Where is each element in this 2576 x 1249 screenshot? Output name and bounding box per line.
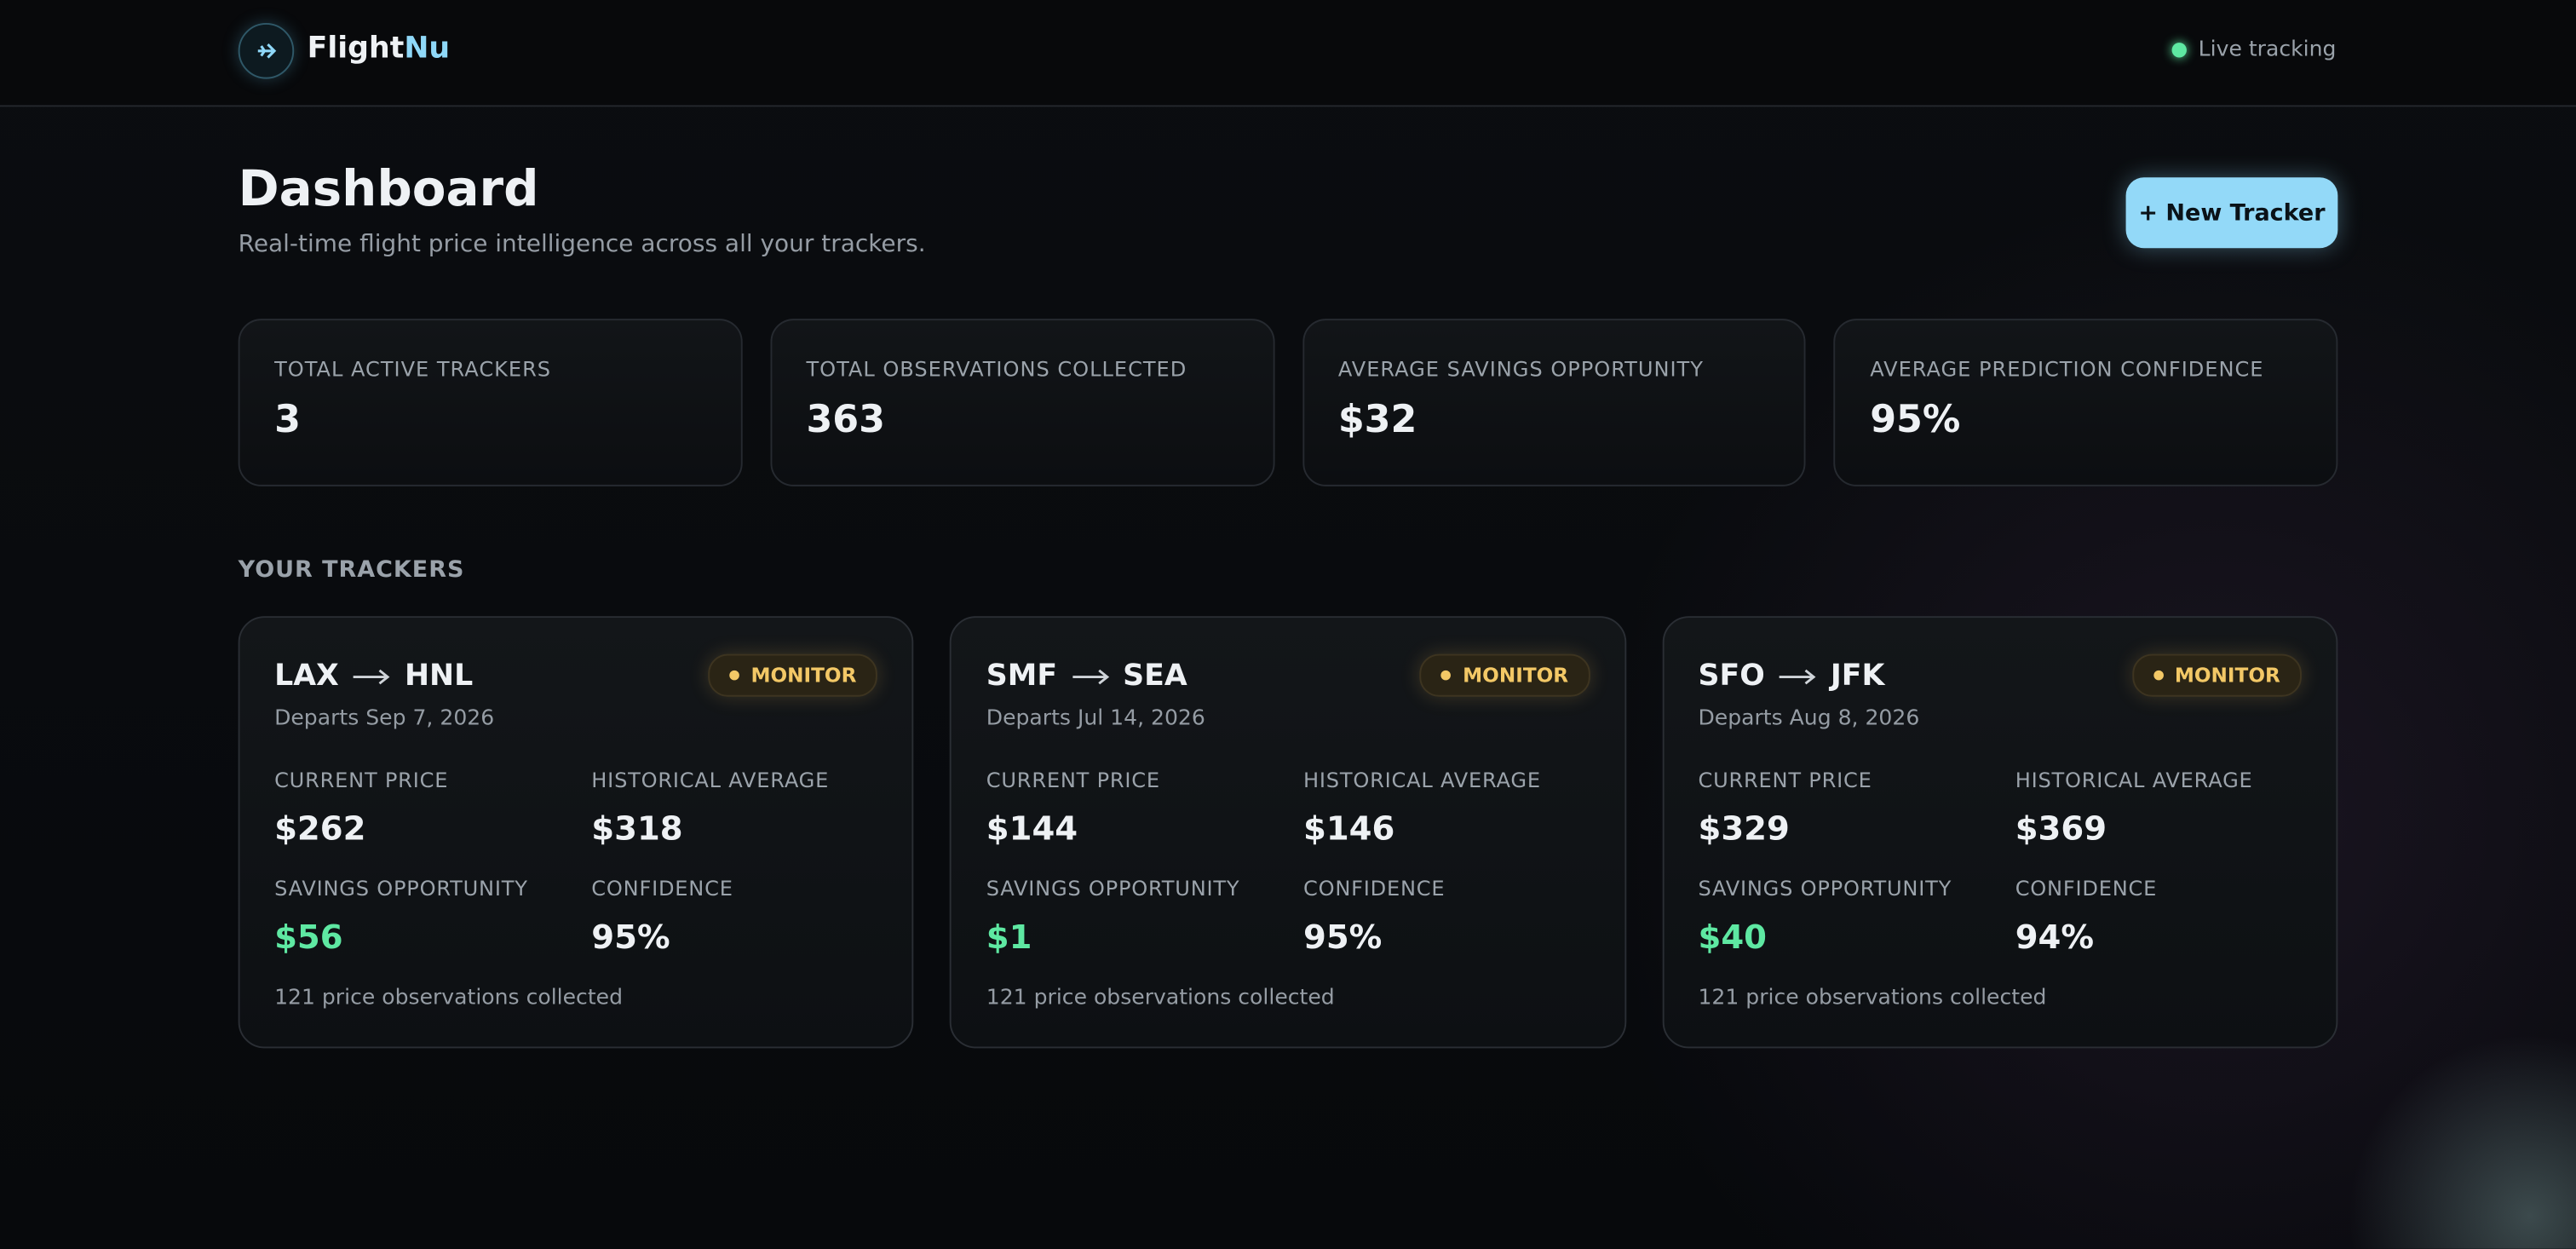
stat-card: TOTAL OBSERVATIONS COLLECTED 363 <box>770 319 1274 486</box>
metric-label: SAVINGS OPPORTUNITY <box>274 875 528 901</box>
stat-value: 95% <box>1870 399 1961 442</box>
destination: SEA <box>1123 659 1187 694</box>
page-subtitle: Real-time flight price intelligence acro… <box>238 231 926 258</box>
status-badge: MONITOR <box>708 653 878 697</box>
departure-date: Departs Aug 8, 2026 <box>1698 706 1920 732</box>
origin: LAX <box>274 659 339 694</box>
route-arrow <box>354 668 391 684</box>
stat-card: TOTAL ACTIVE TRACKERS 3 <box>238 319 743 486</box>
metric-value: $329 <box>1698 808 1790 849</box>
metric: CURRENT PRICE $144 <box>986 768 1298 849</box>
metric-value: $369 <box>2015 808 2107 849</box>
tracker-card[interactable]: SFO JFK MONITOR Departs Aug 8, 2026 CURRENT … <box>1662 616 2338 1049</box>
metric-label: CONFIDENCE <box>591 875 733 901</box>
route: SFO JFK <box>1698 659 1884 693</box>
observations-note: 121 price observations collected <box>274 986 624 1011</box>
origin: SMF <box>986 659 1058 694</box>
section-title: YOUR TRACKERS <box>238 556 465 584</box>
stat-label: AVERAGE SAVINGS OPPORTUNITY <box>1337 356 1704 382</box>
stat-value: 363 <box>806 399 886 442</box>
badge-text: MONITOR <box>2174 664 2280 688</box>
destination: HNL <box>404 659 474 694</box>
metric-label: CONFIDENCE <box>1302 875 1446 901</box>
metric: SAVINGS OPPORTUNITY $56 <box>274 876 586 957</box>
brand[interactable]: FlightNu <box>308 32 450 66</box>
metric-value: $262 <box>274 808 366 849</box>
metric-value: $1 <box>986 917 1032 957</box>
status-badge: MONITOR <box>1420 653 1590 697</box>
metric: CONFIDENCE 95% <box>591 876 903 957</box>
metric-value: 95% <box>591 917 670 957</box>
stat-card: AVERAGE PREDICTION CONFIDENCE 95% <box>1833 319 2338 486</box>
logo-icon <box>257 43 277 59</box>
badge-text: MONITOR <box>750 664 857 688</box>
stat-label: TOTAL OBSERVATIONS COLLECTED <box>806 356 1187 382</box>
metric: CONFIDENCE 94% <box>2015 876 2327 957</box>
metric-label: HISTORICAL AVERAGE <box>1302 767 1541 792</box>
metric: SAVINGS OPPORTUNITY $40 <box>1698 876 2010 957</box>
metric: CURRENT PRICE $262 <box>274 768 586 849</box>
status-text: Live tracking <box>2198 37 2337 63</box>
route-arrow <box>1780 668 1816 684</box>
metric-value: $40 <box>1698 917 1767 957</box>
stat-card: AVERAGE SAVINGS OPPORTUNITY $32 <box>1302 319 1806 486</box>
observations-note: 121 price observations collected <box>986 986 1335 1011</box>
status-badge: MONITOR <box>2131 653 2302 697</box>
tracker-list: LAX HNL MONITOR Departs Sep 7, 2026 CURRENT … <box>238 616 2338 1049</box>
status-dot <box>2171 43 2188 58</box>
origin: SFO <box>1698 659 1765 694</box>
metric-label: HISTORICAL AVERAGE <box>2015 767 2253 792</box>
metric: SAVINGS OPPORTUNITY $1 <box>986 876 1298 957</box>
metric-value: 95% <box>1302 917 1383 957</box>
metric: HISTORICAL AVERAGE $369 <box>2015 768 2327 849</box>
metric-label: CURRENT PRICE <box>1698 767 1872 792</box>
badge-text: MONITOR <box>1463 664 1569 688</box>
stat-label: TOTAL ACTIVE TRACKERS <box>274 356 552 382</box>
metric-value: $56 <box>274 917 343 957</box>
metric-value: $144 <box>986 808 1078 849</box>
logo <box>238 22 295 79</box>
metric: HISTORICAL AVERAGE $318 <box>591 768 903 849</box>
observations-note: 121 price observations collected <box>1698 986 2047 1011</box>
metric: HISTORICAL AVERAGE $146 <box>1303 768 1615 849</box>
metric-label: CURRENT PRICE <box>274 767 449 792</box>
badge-dot <box>729 670 739 681</box>
stats-row: TOTAL ACTIVE TRACKERS 3 TOTAL OBSERVATIONS… <box>238 319 2338 486</box>
departure-date: Departs Sep 7, 2026 <box>274 706 495 732</box>
badge-dot <box>2153 670 2164 681</box>
metric-value: 94% <box>2015 917 2095 957</box>
stat-value: $32 <box>1337 399 1417 442</box>
new-tracker-button[interactable]: + New Tracker <box>2125 177 2338 249</box>
metric: CONFIDENCE 95% <box>1303 876 1615 957</box>
metric-label: SAVINGS OPPORTUNITY <box>986 875 1240 901</box>
metric-label: HISTORICAL AVERAGE <box>591 767 830 792</box>
route-arrow <box>1072 668 1109 684</box>
tracker-card[interactable]: SMF SEA MONITOR Departs Jul 14, 2026 CURRENT… <box>950 616 1626 1049</box>
tracker-card[interactable]: LAX HNL MONITOR Departs Sep 7, 2026 CURRENT … <box>238 616 914 1049</box>
badge-dot <box>1441 670 1452 681</box>
page-title: Dashboard <box>238 160 539 219</box>
stat-value: 3 <box>274 399 301 442</box>
destination: JFK <box>1830 659 1885 694</box>
metric-value: $146 <box>1302 808 1395 849</box>
brand-part: Flight <box>307 31 405 66</box>
brand-part: Nu <box>404 31 451 66</box>
stat-label: AVERAGE PREDICTION CONFIDENCE <box>1870 356 2264 382</box>
metric-label: CURRENT PRICE <box>986 767 1160 792</box>
metric-label: CONFIDENCE <box>2015 875 2158 901</box>
route: SMF SEA <box>986 659 1187 693</box>
metric-value: $318 <box>591 808 683 849</box>
live-status: Live tracking <box>2171 37 2337 63</box>
departure-date: Departs Jul 14, 2026 <box>986 706 1205 732</box>
route: LAX HNL <box>274 659 473 693</box>
metric-label: SAVINGS OPPORTUNITY <box>1698 875 1952 901</box>
metric: CURRENT PRICE $329 <box>1698 768 2010 849</box>
top-bar: FlightNu Live tracking <box>0 0 2576 107</box>
